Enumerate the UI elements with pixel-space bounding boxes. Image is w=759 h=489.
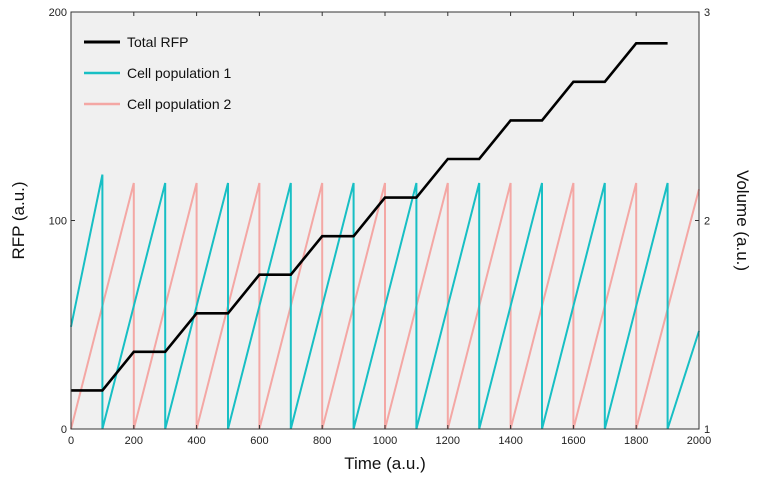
x-axis-title: Time (a.u.)	[344, 454, 426, 473]
x-tick-label: 2000	[687, 435, 711, 447]
x-tick-label: 200	[125, 435, 143, 447]
x-tick-label: 1600	[561, 435, 585, 447]
legend-label-3: Cell population 2	[127, 96, 232, 112]
x-tick-label: 0	[68, 435, 74, 447]
y-tick-label: 100	[49, 216, 67, 228]
legend-label-2: Cell population 1	[127, 65, 232, 81]
x-tick-label: 400	[187, 435, 205, 447]
series-line-2	[70, 174, 700, 430]
x-tick-label: 1200	[436, 435, 460, 447]
x-tick-label: 1400	[498, 435, 522, 447]
y2-axis-title: Volume (a.u.)	[733, 170, 752, 271]
legend: Total RFP Cell population 1 Cell populatio…	[84, 34, 232, 112]
x-tick-label: 600	[250, 435, 268, 447]
series-layer	[70, 41, 700, 430]
x-tick-label: 1000	[373, 435, 397, 447]
x-tick-label: 1800	[624, 435, 648, 447]
legend-label-1: Total RFP	[127, 34, 188, 50]
y2-tick-label: 1	[704, 424, 710, 436]
y-axis-title: RFP (a.u.)	[9, 181, 28, 259]
ticks-layer: 0 200 400 600 800 1000 1200 1400 1600 1800 2000010…	[49, 7, 712, 447]
y-tick-label: 200	[49, 7, 67, 19]
series-line-1	[71, 41, 668, 392]
x-tick-label: 800	[313, 435, 331, 447]
y2-tick-label: 2	[704, 216, 710, 228]
y-tick-label: 0	[61, 424, 67, 436]
y2-tick-label: 3	[704, 7, 710, 19]
